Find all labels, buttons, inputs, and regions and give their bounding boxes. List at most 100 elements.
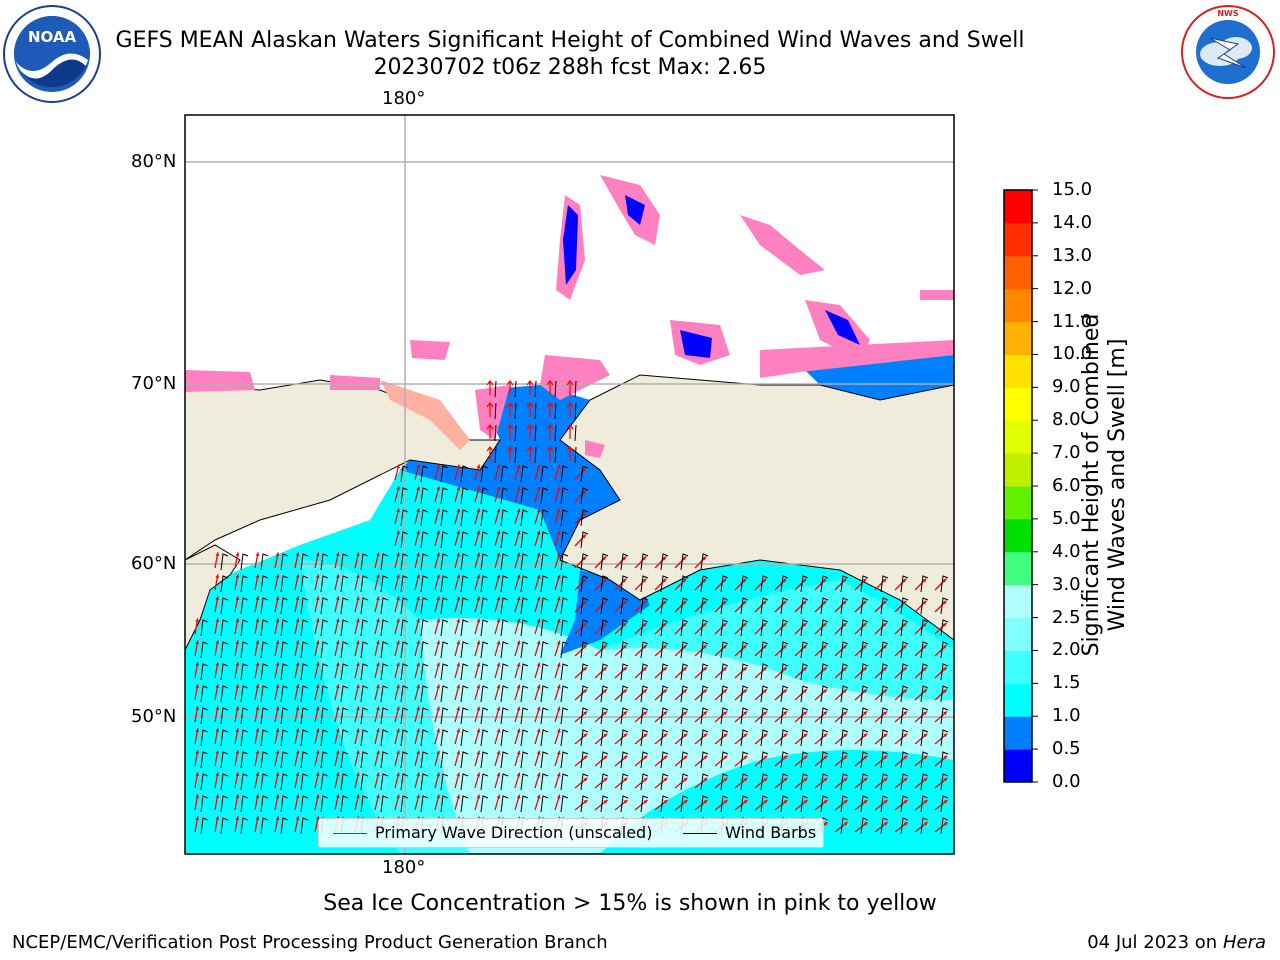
wind-barb [534,424,537,442]
wave-arrowhead [602,556,607,561]
colorbar-swatch [1004,749,1032,783]
wind-barb [420,641,429,659]
wave-arrowhead [295,684,300,689]
wave-arrowhead [496,706,501,711]
wind-barb [380,795,389,813]
wave-arrowhead [902,578,907,583]
wave-arrowhead [436,728,441,733]
ocean-field-low [400,385,620,560]
colorbar-tick-label: 11.0 [1052,310,1093,332]
wind-barb [240,817,249,835]
wind-barb [780,685,789,703]
wind-barb [220,685,229,703]
wind-barb [920,575,929,593]
wave-arrowhead [603,733,608,738]
wind-barb [940,663,949,681]
wave-arrowhead [762,667,767,671]
wind-barb [240,663,249,681]
wind-barb [560,641,569,659]
wind-barb [800,707,809,725]
colorbar-swatch [1004,453,1032,487]
wind-barb [460,531,469,549]
wind-barb [660,597,669,615]
wave-arrowhead [376,552,380,557]
wave-arrowhead [536,772,541,777]
wind-barb [860,817,869,835]
wind-barb [540,619,549,637]
wave-arrowhead [275,574,280,579]
wave-arrowhead [556,794,561,799]
colorbar-tick-label: 2.0 [1052,639,1081,661]
wave-arrowhead [702,689,707,694]
wind-barb [820,751,829,769]
wave-arrowhead [823,822,828,826]
wind-barb [840,817,849,835]
wind-barb [540,795,549,813]
wave-arrowhead [355,552,360,557]
wave-arrowhead [255,640,260,645]
wave-arrowhead [396,530,400,535]
wave-arrowhead [723,799,728,804]
wind-barb [580,575,589,593]
wave-arrowhead [803,799,808,804]
wave-arrowhead [476,596,481,601]
wave-arrowhead [822,600,827,605]
wave-arrowhead [742,645,747,649]
wind-barb [860,751,869,769]
wind-barb [900,663,909,681]
wave-arrowhead [583,777,588,782]
wind-barb [300,795,309,813]
wind-barb [320,751,329,769]
wind-barb [340,553,349,571]
wave-arrowhead [376,640,380,645]
wind-barb [340,729,349,747]
wave-arrowhead [516,464,521,469]
wind-barb [260,685,269,703]
wind-barb [200,773,209,791]
wind-barb [380,707,389,725]
wind-barb [760,729,769,747]
wave-arrowhead [922,600,927,605]
wave-arrowhead [355,750,360,755]
wind-barb [480,619,489,637]
wave-arrowhead [662,645,667,649]
wind-barb [340,707,349,725]
wave-arrowhead [556,552,561,557]
wind-barb [880,795,889,813]
wind-barb [700,707,709,725]
wave-arrowhead [195,728,200,733]
wind-barb [580,751,589,769]
wave-arrowhead [215,640,220,645]
wave-arrowhead [903,733,908,738]
wave-arrowhead [722,578,727,583]
wind-barb [820,575,829,593]
wave-arrowhead [943,755,948,760]
wind-barb [554,446,557,464]
wave-arrowhead [582,622,587,627]
wind-barb [220,663,229,681]
wind-barb [420,729,429,747]
wave-arrowhead [782,622,787,627]
wind-barb [520,619,529,637]
colorbar-tick-label: 3.0 [1052,573,1081,595]
wave-arrowhead [922,667,927,671]
footer-right: 04 Jul 2023 on Hera [1087,932,1266,953]
wave-arrowhead [496,794,501,799]
wave-arrowhead [722,622,727,627]
wave-arrowhead [275,662,280,667]
wave-arrowhead [456,750,461,755]
wind-barb [280,729,289,747]
wind-barb [740,641,749,659]
wind-barb [800,729,809,747]
wind-barb [860,641,869,659]
wave-arrowhead [436,464,441,469]
colorbar-swatch [1004,617,1032,651]
wind-barb [780,575,789,593]
wind-barb [740,575,749,593]
wave-arrow [506,446,514,461]
wind-barb [514,424,517,442]
wind-barb [780,641,789,659]
wave-arrowhead [603,711,608,716]
wave-arrowhead [702,667,707,671]
wind-barb [620,663,629,681]
